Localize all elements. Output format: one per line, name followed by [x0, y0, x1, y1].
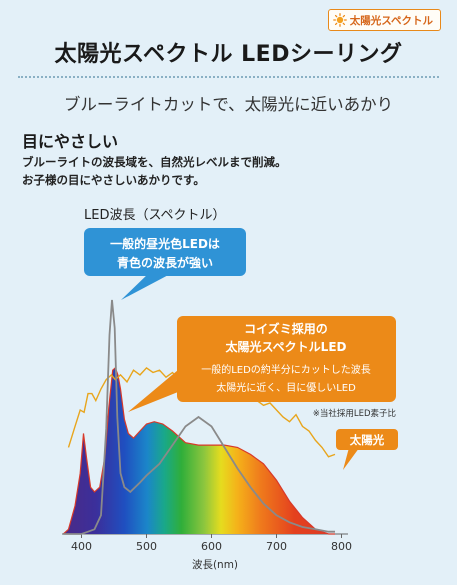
description-line-2: お子様の目にやさしいあかりです。: [22, 173, 205, 187]
orange-callout-box: [177, 316, 396, 402]
sunlight-tag-box: [336, 429, 398, 450]
x-tick-label: 800: [331, 540, 352, 553]
blue-callout-line-1: 一般的昼光色LEDは: [110, 236, 220, 251]
sun-icon: [332, 13, 347, 27]
orange-callout-heading-1: コイズミ採用の: [244, 321, 328, 336]
badge-label: 太陽光スペクトル: [349, 14, 433, 27]
x-tick-label: 500: [136, 540, 157, 553]
orange-callout-body-2: 太陽光に近く、目に優しいLED: [216, 381, 356, 394]
series-outline-solar-spectrum-led: [62, 366, 335, 535]
description-line-1: ブルーライトの波長域を、自然光レベルまで削減。: [22, 155, 287, 169]
sunlight-tag-pointer: [343, 444, 362, 470]
sunlight-tag-label: 太陽光: [349, 433, 385, 447]
orange-callout-pointer: [128, 370, 178, 412]
blue-callout-line-2: 青色の波長が強い: [117, 255, 213, 270]
series-area-solar-spectrum-led: [63, 367, 336, 534]
orange-callout-body-1: 一般的LEDの約半分にカットした波長: [201, 363, 371, 376]
dotted-divider: [18, 76, 439, 78]
sunlight-tag: 太陽光: [336, 429, 398, 470]
page-subtitle: ブルーライトカットで、太陽光に近いあかり: [63, 95, 394, 114]
sunlight-spectrum-badge: 太陽光スペクトル: [327, 9, 441, 31]
blue-callout-box: [84, 228, 246, 276]
x-tick-label: 400: [71, 540, 92, 553]
blue-callout-pointer: [121, 272, 174, 300]
orange-callout-heading-2: 太陽光スペクトルLED: [226, 339, 347, 354]
x-tick-label: 600: [201, 540, 222, 553]
section-description: ブルーライトの波長域を、自然光レベルまで削減。 お子様の目にやさしいあかりです。: [22, 153, 287, 189]
footnote: ※当社採用LED素子比: [313, 408, 396, 419]
x-axis-label: 波長(nm): [192, 558, 238, 571]
blue-callout: 一般的昼光色LEDは 青色の波長が強い: [84, 228, 246, 300]
section-heading: 目にやさしい: [22, 132, 119, 151]
x-tick-label: 700: [266, 540, 287, 553]
chart-title: LED波長（スペクトル）: [84, 208, 226, 223]
series-line-general-led: [63, 299, 335, 535]
orange-callout: コイズミ採用の 太陽光スペクトルLED 一般的LEDの約半分にカットした波長 太…: [128, 316, 396, 412]
page-title: 太陽光スペクトル LEDシーリング: [54, 42, 403, 67]
